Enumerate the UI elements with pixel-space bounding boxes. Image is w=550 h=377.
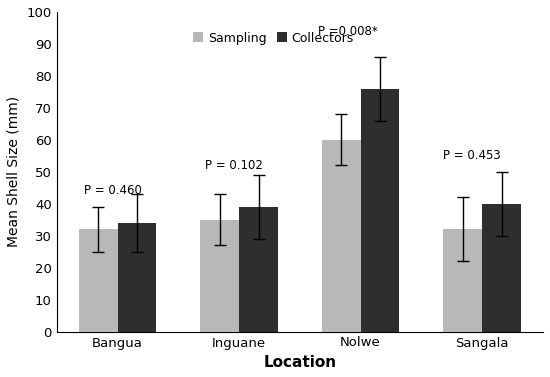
Bar (118, 223, 157, 332)
Text: P =0.008*: P =0.008* (318, 25, 378, 38)
Bar (322, 140, 361, 332)
Bar (200, 220, 239, 332)
Text: P = 0.102: P = 0.102 (205, 159, 263, 172)
Bar (361, 89, 399, 332)
Y-axis label: Mean Shell Size (mm): Mean Shell Size (mm) (7, 96, 21, 247)
Bar (239, 207, 278, 332)
Text: P = 0.460: P = 0.460 (84, 184, 141, 198)
Bar (482, 204, 521, 332)
Bar (443, 229, 482, 332)
Legend: Sampling, Collectors: Sampling, Collectors (189, 28, 358, 48)
Bar (79, 229, 118, 332)
X-axis label: Location: Location (263, 355, 337, 370)
Text: P = 0.453: P = 0.453 (443, 149, 501, 162)
